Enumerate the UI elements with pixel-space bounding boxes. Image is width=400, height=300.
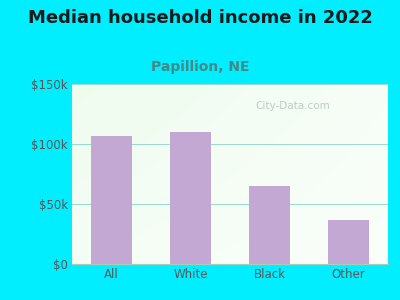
- Bar: [91, 136, 132, 264]
- Text: Median household income in 2022: Median household income in 2022: [28, 9, 372, 27]
- Bar: [328, 220, 369, 264]
- Bar: [249, 186, 290, 264]
- Bar: [170, 132, 211, 264]
- Text: City-Data.com: City-Data.com: [256, 100, 330, 111]
- Text: Papillion, NE: Papillion, NE: [151, 60, 249, 74]
